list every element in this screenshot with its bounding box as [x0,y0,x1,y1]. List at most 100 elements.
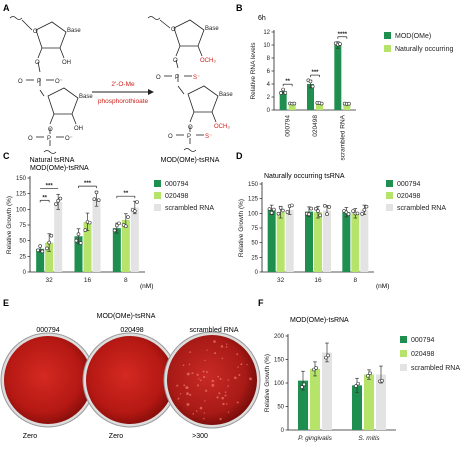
colony [199,406,203,410]
bar [376,374,386,430]
unit-label: (nM) [140,283,153,290]
data-point [56,198,60,203]
chart-b: 0 2 4 6 8 10 12 Relative RNA levels 000794 ** 0204… [250,30,356,161]
colony [236,401,239,404]
p-atom: P [175,75,179,81]
colony [224,391,227,394]
o-minus: O⁻ [55,79,63,85]
data-point [58,196,63,201]
y-tick-label: 25 [19,254,26,260]
y-tick-label: 150 [274,358,285,364]
legend-label: 020498 [165,193,188,200]
data-point [40,249,45,254]
y-tick-label: 0 [267,108,271,114]
data-point [47,240,51,245]
colony [214,352,217,355]
colony [216,396,219,399]
bar [305,211,313,272]
data-point [302,382,306,387]
x-tick-label: 8 [354,277,358,284]
data-point [36,248,40,253]
colony [198,378,200,380]
panel-c-letter: C [3,151,10,161]
natural-tsrna-labels: O Base O OH P O O⁻ Base O OH P O O⁻ [18,28,93,142]
data-point [54,202,58,206]
data-point [360,212,364,216]
data-point [49,233,54,238]
data-point [269,211,274,215]
panel-b-letter: B [236,3,243,13]
colony [227,385,229,387]
colony [225,343,228,345]
data-point [87,220,92,225]
colony [202,370,205,373]
data-point [366,374,370,378]
y-tick-label: 4 [267,82,271,88]
colony [206,349,208,351]
colony [205,389,208,392]
y-tick-label: 125 [248,197,259,203]
colony [238,374,241,377]
data-point [354,384,358,388]
x-tick-label: P. gingivalis [298,435,333,442]
data-point [362,208,367,212]
bar [288,103,296,110]
data-point [76,232,81,236]
plate-2: 020498 Zero [82,327,178,440]
x-tick-label: 16 [314,277,322,284]
colony [211,383,215,387]
colony [186,386,189,389]
p-atom: P [187,134,191,140]
colony [221,357,224,360]
y-tick-label: 0 [281,428,285,434]
legend-label: Naturally occurring [395,46,453,53]
bar [352,385,362,430]
bar [276,212,285,272]
colony [225,346,228,348]
significance-label: ** [285,79,290,85]
oh-group: OH [74,126,83,132]
data-point [285,210,290,214]
data-point [308,79,313,84]
y-tick-label: 50 [251,241,258,247]
panel-d-subtitle: Naturally occurring tsRNA [264,173,345,180]
data-point [45,246,49,251]
colony [218,392,221,395]
bar [322,352,332,430]
panel-c-subtitle: MOD(OMe)-tsRNA [30,165,89,172]
legend-label: 000794 [397,181,420,188]
colony [246,364,248,366]
data-point [281,87,285,92]
legend-label: scrambled RNA [411,365,460,372]
data-point [313,206,318,211]
x-tick-label: S. mitis [358,435,380,442]
colony [220,345,224,348]
o-atom: O [156,75,161,81]
o-atom: O [18,79,23,85]
bar [92,198,101,272]
data-point [135,200,139,204]
y-tick-label: 50 [19,239,26,245]
legend-label: 020498 [397,193,420,200]
significance-label: *** [84,181,92,187]
colony [196,373,199,376]
legend-swatch [400,364,407,371]
bar [36,248,45,272]
data-point [355,211,360,216]
colony [196,384,200,387]
bar [54,201,63,272]
base-label: Base [219,92,233,98]
y-tick-label: 150 [16,176,27,182]
colony [236,353,239,356]
data-point [325,212,329,216]
panel-e-letter: E [3,298,9,308]
data-point [356,381,360,386]
legend-swatch [400,336,407,343]
x-tick-label: 8 [124,277,128,284]
colony [182,364,185,367]
bar [74,236,83,272]
colony [204,359,206,362]
panel-d: D Naturally occurring tsRNA (nM) 0007940… [236,151,446,290]
y-axis-label: Relative Growth (%) [6,196,13,254]
chart-f: 0 50 100 150 200 Relative Growth (%) P. gingiv… [264,334,396,442]
